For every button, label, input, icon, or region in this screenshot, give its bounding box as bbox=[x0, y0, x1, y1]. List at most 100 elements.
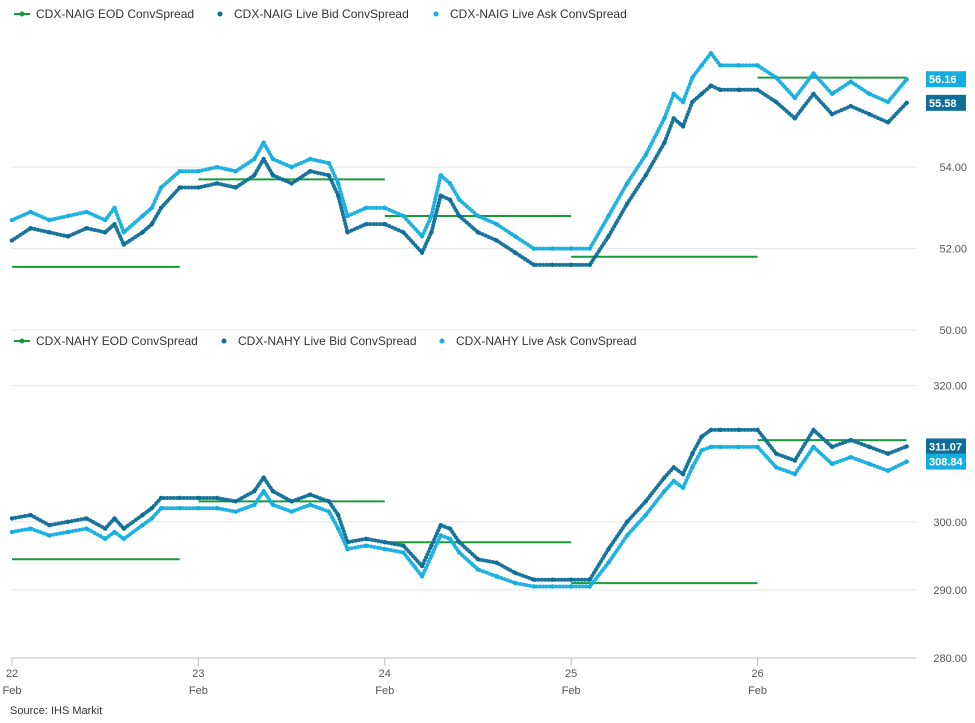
x-axis: 22 Feb 23 Feb 24 Feb 25 Feb 26 Feb bbox=[3, 657, 916, 697]
y-tick-label: 54.00 bbox=[939, 162, 967, 174]
data-point bbox=[662, 116, 667, 121]
badge-label: 55.58 bbox=[929, 98, 957, 110]
data-point bbox=[112, 205, 117, 211]
data-point bbox=[885, 120, 891, 125]
data-point bbox=[9, 516, 15, 521]
data-point bbox=[606, 213, 611, 219]
data-point bbox=[550, 577, 555, 582]
data-point bbox=[419, 563, 425, 569]
data-point bbox=[885, 468, 891, 473]
data-point bbox=[252, 502, 257, 507]
data-point bbox=[531, 584, 537, 589]
panel-2: 280.00 290.00 300.00 320.00 311.07 308.84 CDX-… bbox=[9, 334, 967, 665]
data-point bbox=[457, 197, 462, 202]
data-point bbox=[289, 164, 294, 170]
data-point bbox=[28, 512, 33, 518]
data-point bbox=[102, 526, 108, 531]
data-point bbox=[447, 536, 453, 542]
series-cdx-nahy-live-bid-convspread bbox=[9, 427, 909, 582]
data-point bbox=[177, 495, 182, 501]
data-point bbox=[755, 87, 760, 92]
data-point bbox=[84, 516, 89, 521]
data-point bbox=[261, 156, 266, 162]
data-point bbox=[690, 75, 695, 80]
data-point bbox=[252, 488, 257, 494]
data-point bbox=[475, 567, 481, 572]
data-point bbox=[671, 465, 676, 470]
legend-label: CDX-NAIG Live Bid ConvSpread bbox=[234, 7, 409, 21]
data-point bbox=[624, 519, 630, 525]
data-point bbox=[643, 152, 648, 158]
data-point bbox=[233, 499, 238, 504]
data-point bbox=[457, 550, 462, 555]
y-tick-label: 300.00 bbox=[933, 517, 967, 529]
data-point bbox=[121, 242, 127, 247]
data-point bbox=[345, 546, 350, 552]
legend-label: CDX-NAHY Live Ask ConvSpread bbox=[456, 334, 637, 348]
data-point bbox=[755, 427, 760, 433]
data-point bbox=[261, 140, 266, 145]
data-point bbox=[158, 495, 164, 501]
data-point bbox=[84, 209, 89, 215]
data-point bbox=[568, 584, 574, 589]
data-point bbox=[112, 221, 117, 227]
data-point bbox=[606, 234, 611, 239]
data-point bbox=[289, 499, 294, 504]
last-value-badge: 308.84 bbox=[926, 453, 966, 470]
data-point bbox=[587, 577, 593, 582]
data-point bbox=[867, 444, 872, 450]
series-line bbox=[10, 427, 909, 582]
data-point bbox=[326, 160, 332, 166]
data-point bbox=[270, 173, 276, 178]
data-point bbox=[587, 584, 593, 589]
data-point bbox=[102, 217, 108, 223]
data-point bbox=[736, 427, 742, 433]
data-point bbox=[513, 570, 518, 576]
data-point bbox=[848, 454, 853, 460]
data-point bbox=[335, 193, 341, 198]
data-point bbox=[718, 63, 723, 68]
data-point bbox=[568, 246, 574, 251]
data-point bbox=[429, 543, 434, 548]
data-point bbox=[699, 434, 704, 439]
data-point bbox=[401, 230, 406, 235]
last-value-badge: 56.16 bbox=[926, 71, 966, 88]
x-tick-month: Feb bbox=[748, 685, 767, 697]
source-note: Source: IHS Markit bbox=[10, 705, 103, 717]
badge-label: 311.07 bbox=[929, 441, 962, 453]
x-tick-month: Feb bbox=[189, 685, 208, 697]
data-point bbox=[177, 169, 182, 174]
data-point bbox=[419, 234, 425, 239]
data-point bbox=[447, 526, 453, 531]
data-point bbox=[680, 471, 686, 477]
data-point bbox=[363, 536, 369, 542]
data-point bbox=[718, 87, 723, 92]
data-point bbox=[708, 50, 714, 56]
data-point bbox=[643, 499, 648, 504]
data-point bbox=[438, 193, 443, 198]
data-point bbox=[28, 226, 33, 231]
data-point bbox=[457, 540, 462, 545]
data-point bbox=[233, 169, 238, 174]
data-point bbox=[429, 553, 434, 559]
data-point bbox=[550, 262, 555, 268]
data-point bbox=[513, 250, 518, 255]
data-point bbox=[708, 427, 714, 433]
data-point bbox=[9, 529, 15, 535]
data-point bbox=[606, 560, 611, 565]
data-point bbox=[233, 185, 238, 190]
data-point bbox=[65, 213, 71, 219]
data-point bbox=[261, 475, 266, 480]
data-point bbox=[587, 246, 593, 251]
badge-label: 56.16 bbox=[929, 74, 957, 86]
data-point bbox=[233, 509, 238, 514]
data-point bbox=[699, 63, 704, 68]
data-point bbox=[662, 140, 667, 145]
data-point bbox=[513, 234, 518, 239]
data-point bbox=[774, 75, 779, 80]
data-point bbox=[699, 91, 704, 97]
data-point bbox=[270, 488, 276, 494]
data-point bbox=[494, 238, 499, 243]
data-point bbox=[867, 461, 872, 467]
last-value-badge: 311.07 bbox=[926, 438, 966, 455]
